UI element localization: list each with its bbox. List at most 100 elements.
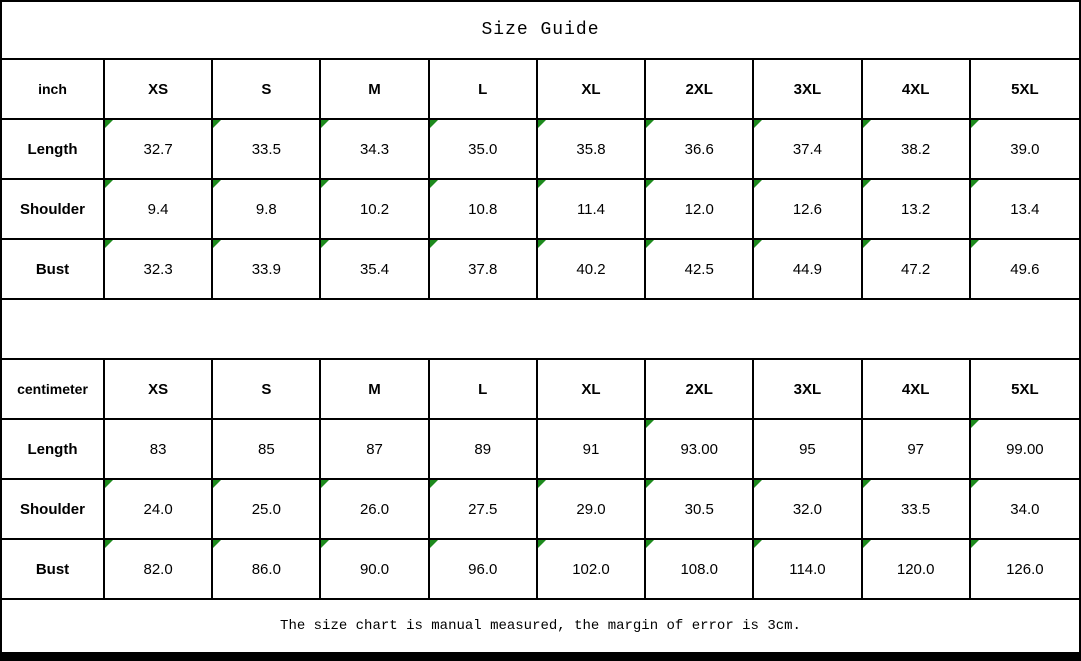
size-header-cell: 2XL (646, 60, 755, 120)
row-label-cell-label: Length (27, 140, 78, 158)
green-corner-flag-icon (429, 540, 438, 548)
green-corner-flag-icon (862, 480, 871, 488)
size-header-cell: 4XL (862, 60, 971, 120)
value-cell: 40.2 (537, 240, 647, 300)
value-cell: 37.4 (754, 120, 863, 180)
size-header-cell: L (429, 60, 538, 120)
green-corner-flag-icon (862, 120, 871, 128)
green-corner-flag-icon (213, 480, 222, 488)
value-cell: 27.5 (429, 480, 538, 540)
size-header-cell: XL (537, 60, 647, 120)
row-label-cell: Bust (2, 240, 105, 300)
size-header-cell-label: 5XL (1011, 80, 1039, 98)
value-cell-label: 13.2 (901, 200, 931, 218)
green-corner-flag-icon (429, 240, 438, 248)
value-cell-label: 86.0 (251, 560, 281, 578)
green-corner-flag-icon (213, 240, 222, 248)
centimeter-table: centimeter XS S M L XL 2XL 3XL 4XL 5XL Length 83 85 8… (2, 360, 1079, 600)
value-cell-label: 93.00 (680, 440, 718, 458)
row-label-cell: Shoulder (2, 480, 105, 540)
value-cell-label: 37.8 (468, 260, 498, 278)
value-cell: 13.4 (970, 180, 1079, 240)
size-header-cell-label: 3XL (793, 80, 822, 98)
value-cell-label: 108.0 (680, 560, 718, 578)
row-label-cell-label: Bust (35, 260, 70, 278)
value-cell: 83 (105, 420, 214, 480)
size-header-cell-label: 5XL (1011, 380, 1039, 398)
size-header-cell-label: S (261, 380, 272, 398)
green-corner-flag-icon (321, 480, 330, 488)
value-cell-label: 9.8 (255, 200, 277, 218)
size-header-cell: 2XL (646, 360, 755, 420)
green-corner-flag-icon (105, 240, 113, 248)
unit-header-cell: centimeter (2, 360, 105, 420)
size-header-cell-label: XL (581, 380, 601, 398)
value-cell: 86.0 (213, 540, 322, 600)
green-corner-flag-icon (213, 120, 222, 128)
value-cell-label: 26.0 (359, 500, 390, 518)
green-corner-flag-icon (105, 180, 113, 188)
value-cell-label: 34.0 (1010, 500, 1040, 518)
value-cell-label: 32.3 (143, 260, 173, 278)
value-cell: 114.0 (754, 540, 863, 600)
value-cell: 29.0 (537, 480, 647, 540)
row-label-cell: Length (2, 120, 105, 180)
value-cell: 9.8 (213, 180, 322, 240)
value-cell: 95 (754, 420, 863, 480)
row-label-cell: Shoulder (2, 180, 105, 240)
green-corner-flag-icon (429, 180, 438, 188)
value-cell: 38.2 (862, 120, 971, 180)
value-cell-label: 99.00 (1006, 440, 1044, 458)
green-corner-flag-icon (537, 540, 546, 548)
value-cell-label: 33.5 (251, 140, 281, 158)
green-corner-flag-icon (213, 540, 222, 548)
value-cell-label: 35.8 (576, 140, 606, 158)
value-cell: 42.5 (646, 240, 755, 300)
size-header-cell-label: M (368, 380, 381, 398)
value-cell-label: 49.6 (1010, 260, 1040, 278)
value-cell: 87 (321, 420, 430, 480)
value-cell-label: 40.2 (576, 260, 606, 278)
value-cell-label: 32.0 (792, 500, 823, 518)
value-cell-label: 12.0 (684, 200, 714, 218)
value-cell: 120.0 (862, 540, 971, 600)
value-cell: 33.5 (213, 120, 322, 180)
green-corner-flag-icon (754, 540, 763, 548)
table-gap (2, 300, 1079, 360)
green-corner-flag-icon (105, 540, 113, 548)
green-corner-flag-icon (429, 120, 438, 128)
value-cell-label: 12.6 (792, 200, 823, 218)
size-header-cell-label: 2XL (685, 80, 713, 98)
green-corner-flag-icon (537, 180, 546, 188)
value-cell-label: 39.0 (1010, 140, 1040, 158)
value-cell-label: 91 (582, 440, 600, 458)
value-cell-label: 35.0 (468, 140, 498, 158)
green-corner-flag-icon (646, 480, 655, 488)
size-header-cell: 5XL (970, 60, 1079, 120)
size-header-cell-label: S (261, 80, 272, 98)
green-corner-flag-icon (321, 240, 330, 248)
green-corner-flag-icon (754, 180, 763, 188)
value-cell: 12.0 (646, 180, 755, 240)
green-corner-flag-icon (754, 480, 763, 488)
value-cell: 85 (213, 420, 322, 480)
green-corner-flag-icon (213, 180, 222, 188)
green-corner-flag-icon (537, 480, 546, 488)
value-cell-label: 34.3 (359, 140, 390, 158)
unit-header-cell-label: inch (38, 81, 67, 97)
value-cell: 36.6 (646, 120, 755, 180)
size-header-cell-label: XS (148, 380, 169, 398)
value-cell: 32.3 (105, 240, 214, 300)
value-cell: 25.0 (213, 480, 322, 540)
value-cell: 34.0 (970, 480, 1079, 540)
value-cell-label: 126.0 (1006, 560, 1044, 578)
title-row: Size Guide (2, 2, 1079, 60)
value-cell-label: 38.2 (901, 140, 931, 158)
value-cell: 96.0 (429, 540, 538, 600)
value-cell-label: 35.4 (359, 260, 390, 278)
value-cell: 32.0 (754, 480, 863, 540)
value-cell: 44.9 (754, 240, 863, 300)
value-cell: 34.3 (321, 120, 430, 180)
value-cell-label: 10.2 (359, 200, 390, 218)
value-cell: 102.0 (537, 540, 647, 600)
